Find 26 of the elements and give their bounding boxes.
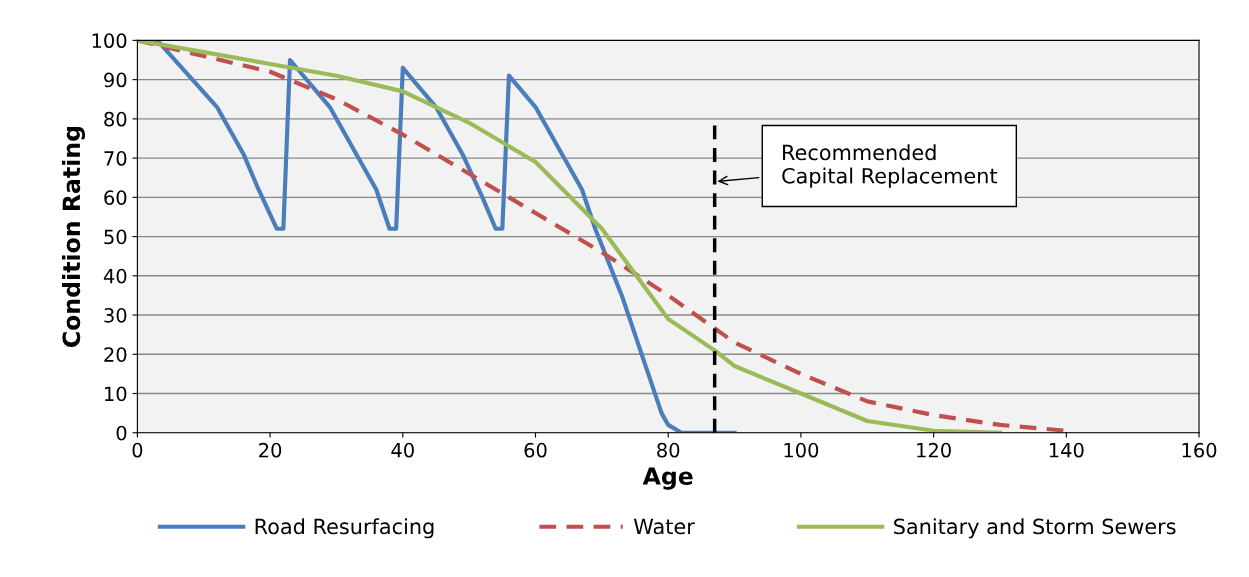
y-tick-label: 50: [104, 229, 127, 245]
y-tick-label: 10: [105, 386, 127, 402]
y-tick-label: 90: [104, 72, 127, 88]
x-tick-label: 0: [132, 442, 143, 458]
x-tick-label: 40: [391, 442, 414, 458]
y-tick-label: 70: [104, 151, 127, 166]
legend-label: Sanitary and Storm Sewers: [894, 518, 1176, 539]
y-tick-label: 60: [104, 190, 127, 205]
y-tick-label: 100: [92, 33, 127, 49]
legend-label: Road Resurfacing: [255, 518, 434, 539]
x-axis-title: Age: [642, 467, 693, 490]
y-tick-label: 20: [104, 347, 127, 362]
annotation: Recommended Capital Replacement: [782, 144, 998, 188]
y-tick-label: 0: [116, 425, 127, 441]
x-tick-label: 100: [784, 442, 819, 458]
x-tick-label: 80: [657, 442, 680, 458]
y-tick-label: 30: [104, 308, 127, 323]
legend-label: Water: [633, 518, 695, 535]
y-axis-title: Condition Rating: [61, 126, 85, 347]
x-tick-label: 140: [1049, 442, 1084, 458]
x-tick-label: 20: [259, 442, 282, 458]
x-tick-label: 120: [917, 442, 951, 458]
y-tick-label: 80: [104, 111, 127, 127]
x-tick-label: 160: [1182, 442, 1217, 458]
y-tick-label: 40: [103, 268, 127, 284]
x-tick-label: 60: [524, 442, 547, 458]
